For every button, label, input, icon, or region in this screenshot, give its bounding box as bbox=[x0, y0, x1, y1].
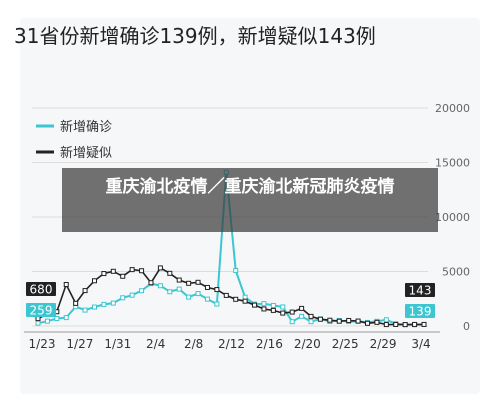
data-point bbox=[336, 318, 342, 324]
data-point bbox=[44, 318, 50, 324]
data-point bbox=[157, 265, 163, 271]
data-point bbox=[129, 292, 135, 298]
data-point bbox=[317, 316, 323, 322]
data-point bbox=[186, 294, 192, 300]
data-point bbox=[374, 319, 380, 325]
y-tick-label: 20000 bbox=[435, 102, 470, 115]
data-point bbox=[233, 296, 239, 302]
data-point bbox=[393, 321, 399, 327]
data-point bbox=[365, 320, 371, 326]
data-point bbox=[412, 321, 418, 327]
data-point bbox=[176, 277, 182, 283]
data-point bbox=[139, 268, 145, 274]
legend-label: 新增疑似 bbox=[60, 145, 112, 161]
data-point bbox=[299, 313, 305, 319]
watermark-caption: 重庆渝北疫情／重庆渝北新冠肺炎疫情 bbox=[62, 168, 438, 232]
data-point bbox=[148, 280, 154, 286]
data-point bbox=[82, 288, 88, 294]
data-point bbox=[139, 288, 145, 294]
data-point bbox=[402, 322, 408, 328]
data-point bbox=[101, 271, 107, 277]
data-point bbox=[120, 273, 126, 279]
data-point bbox=[261, 301, 267, 307]
x-tick-label: 2/20 bbox=[294, 337, 321, 351]
data-point bbox=[233, 268, 239, 274]
x-tick-label: 2/12 bbox=[218, 337, 245, 351]
data-point bbox=[261, 306, 267, 312]
data-point bbox=[54, 316, 60, 322]
data-point bbox=[270, 307, 276, 313]
data-point bbox=[63, 282, 69, 288]
x-tick-label: 1/23 bbox=[29, 337, 56, 351]
legend-label: 新增确诊 bbox=[60, 119, 112, 135]
end-label-suspected-bg bbox=[405, 283, 435, 297]
data-point bbox=[167, 270, 173, 276]
data-point bbox=[204, 296, 210, 302]
data-point bbox=[214, 301, 220, 307]
x-tick-label: 2/16 bbox=[256, 337, 283, 351]
data-point bbox=[110, 268, 116, 274]
data-point bbox=[308, 319, 314, 325]
data-point bbox=[355, 318, 361, 324]
data-point bbox=[242, 298, 248, 304]
data-point bbox=[252, 302, 258, 308]
start-label-suspected-bg bbox=[26, 282, 56, 296]
data-point bbox=[223, 292, 229, 298]
start-label-suspected: 680 bbox=[30, 283, 53, 297]
data-point bbox=[176, 286, 182, 292]
x-tick-label: 2/25 bbox=[332, 337, 359, 351]
data-point bbox=[167, 289, 173, 295]
x-tick-label: 2/4 bbox=[146, 337, 165, 351]
data-point bbox=[280, 304, 286, 310]
data-point bbox=[157, 283, 163, 289]
data-point bbox=[91, 278, 97, 284]
start-label-confirmed: 259 bbox=[30, 304, 53, 318]
y-tick-label: 5000 bbox=[442, 266, 470, 279]
data-point bbox=[308, 313, 314, 319]
data-point bbox=[63, 315, 69, 321]
data-point bbox=[35, 320, 41, 326]
chart-title: 31省份新增确诊139例，新增疑似143例 bbox=[14, 24, 376, 48]
data-point bbox=[346, 317, 352, 323]
data-point bbox=[299, 305, 305, 311]
data-point bbox=[120, 295, 126, 301]
y-tick-label: 0 bbox=[463, 320, 470, 333]
x-tick-label: 3/4 bbox=[411, 337, 430, 351]
data-point bbox=[270, 302, 276, 308]
data-point bbox=[280, 310, 286, 316]
data-point bbox=[289, 319, 295, 325]
x-tick-label: 1/31 bbox=[104, 337, 131, 351]
data-point bbox=[214, 287, 220, 293]
data-point bbox=[101, 301, 107, 307]
end-label-confirmed-bg bbox=[405, 304, 435, 318]
data-point bbox=[129, 267, 135, 273]
data-point bbox=[383, 322, 389, 328]
data-point bbox=[289, 309, 295, 315]
end-label-suspected: 143 bbox=[409, 284, 432, 298]
x-tick-label: 1/27 bbox=[66, 337, 93, 351]
data-point bbox=[186, 280, 192, 286]
series-line bbox=[37, 266, 424, 326]
y-tick-label: 15000 bbox=[435, 157, 470, 170]
data-point bbox=[91, 304, 97, 310]
data-point bbox=[73, 300, 79, 306]
data-point bbox=[421, 321, 427, 327]
data-point bbox=[327, 317, 333, 323]
x-tick-label: 2/8 bbox=[184, 337, 203, 351]
data-point bbox=[82, 307, 88, 313]
x-tick-label: 2/29 bbox=[370, 337, 397, 351]
data-point bbox=[195, 291, 201, 297]
end-label-confirmed: 139 bbox=[409, 305, 432, 319]
y-tick-label: 10000 bbox=[435, 211, 470, 224]
data-point bbox=[204, 284, 210, 290]
data-point bbox=[195, 279, 201, 285]
start-label-confirmed-bg bbox=[26, 303, 56, 317]
data-point bbox=[383, 317, 389, 323]
data-point bbox=[242, 294, 248, 300]
data-point bbox=[110, 300, 116, 306]
